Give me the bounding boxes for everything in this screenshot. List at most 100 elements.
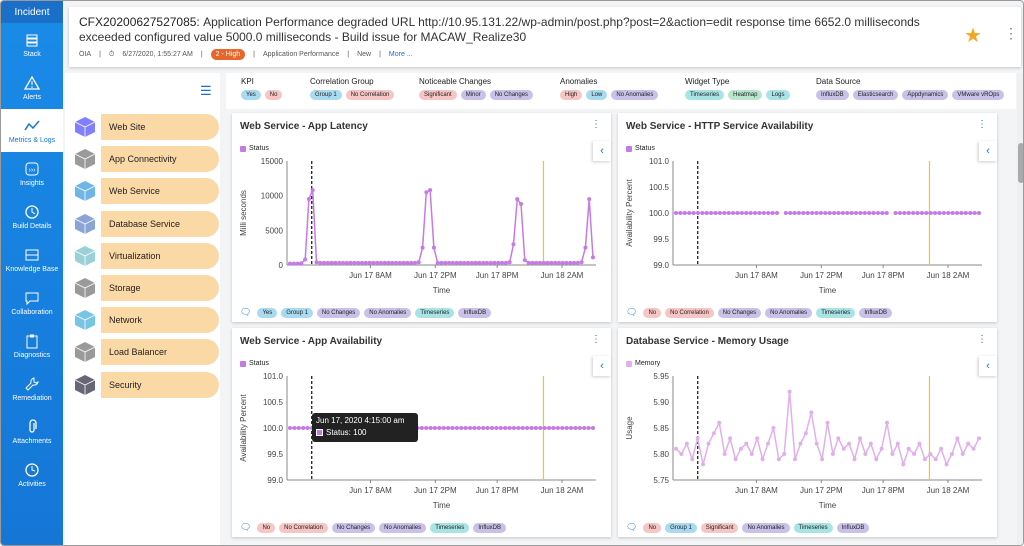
data-point[interactable]	[867, 211, 872, 215]
data-point[interactable]	[450, 426, 455, 430]
data-point[interactable]	[419, 426, 424, 430]
data-point[interactable]	[359, 260, 364, 265]
data-point[interactable]	[507, 426, 512, 430]
data-point[interactable]	[738, 446, 743, 451]
data-point[interactable]	[545, 260, 550, 265]
data-point[interactable]	[971, 446, 976, 451]
data-point[interactable]	[805, 211, 810, 215]
chart-legend[interactable]: Status	[626, 145, 655, 152]
data-point[interactable]	[840, 211, 845, 215]
data-point[interactable]	[744, 211, 749, 215]
data-point[interactable]	[476, 426, 481, 430]
data-point[interactable]	[367, 260, 372, 265]
data-point[interactable]	[454, 426, 459, 430]
data-point[interactable]	[691, 211, 696, 215]
sidebar-item-activities[interactable]: Activities	[1, 453, 63, 496]
data-point[interactable]	[722, 452, 727, 456]
data-point[interactable]	[928, 452, 933, 456]
data-point[interactable]	[890, 452, 895, 456]
comment-icon[interactable]: 🗨	[240, 307, 252, 317]
data-point[interactable]	[394, 260, 399, 265]
data-point[interactable]	[949, 452, 954, 456]
data-point[interactable]	[472, 426, 477, 430]
data-point[interactable]	[895, 441, 900, 446]
data-point[interactable]	[820, 457, 825, 462]
data-point[interactable]	[876, 211, 880, 215]
filter-chip[interactable]: Heatmap	[728, 90, 763, 100]
data-point[interactable]	[310, 188, 315, 193]
data-point[interactable]	[573, 426, 578, 430]
filter-chip[interactable]: Group 1	[310, 90, 342, 100]
data-point[interactable]	[551, 426, 556, 430]
data-point[interactable]	[541, 260, 546, 265]
data-point[interactable]	[378, 260, 383, 265]
data-point[interactable]	[912, 452, 917, 456]
data-point[interactable]	[295, 261, 300, 266]
data-point[interactable]	[847, 441, 852, 446]
data-point[interactable]	[915, 211, 920, 215]
data-point[interactable]	[303, 257, 308, 262]
data-point[interactable]	[586, 426, 591, 430]
data-point[interactable]	[809, 410, 814, 415]
more-link[interactable]: More ...	[388, 51, 413, 58]
data-point[interactable]	[575, 260, 580, 265]
data-point[interactable]	[880, 211, 885, 215]
data-point[interactable]	[564, 260, 569, 265]
data-point[interactable]	[933, 211, 938, 215]
data-point[interactable]	[441, 426, 446, 430]
data-point[interactable]	[832, 211, 837, 215]
data-point[interactable]	[933, 457, 938, 462]
data-point[interactable]	[301, 426, 306, 430]
data-point[interactable]	[568, 260, 573, 265]
data-point[interactable]	[977, 211, 981, 215]
data-point[interactable]	[454, 260, 459, 265]
collapse-icon[interactable]: ‹	[593, 141, 611, 161]
data-point[interactable]	[352, 260, 357, 265]
data-point[interactable]	[959, 211, 964, 215]
data-point[interactable]	[906, 446, 911, 451]
sidebar-item-metrics-logs[interactable]: Metrics & Logs	[1, 109, 63, 152]
data-point[interactable]	[401, 260, 406, 265]
data-point[interactable]	[344, 260, 349, 265]
data-point[interactable]	[955, 436, 960, 441]
data-point[interactable]	[439, 260, 444, 265]
data-point[interactable]	[963, 211, 968, 215]
filter-chip[interactable]: Low	[586, 90, 608, 100]
data-point[interactable]	[356, 260, 361, 265]
data-point[interactable]	[375, 260, 380, 265]
data-point[interactable]	[765, 441, 770, 446]
category-storage[interactable]: Storage	[73, 274, 219, 302]
data-point[interactable]	[435, 260, 440, 265]
data-point[interactable]	[477, 260, 482, 265]
data-point[interactable]	[538, 426, 543, 430]
data-point[interactable]	[928, 211, 933, 215]
data-point[interactable]	[713, 211, 718, 215]
data-point[interactable]	[814, 441, 819, 446]
collapse-icon[interactable]: ‹	[979, 356, 997, 376]
data-point[interactable]	[432, 426, 437, 430]
data-point[interactable]	[424, 426, 429, 430]
data-point[interactable]	[885, 420, 890, 425]
data-point[interactable]	[577, 426, 582, 430]
data-point[interactable]	[793, 457, 798, 462]
sidebar-item-alerts[interactable]: Alerts	[1, 66, 63, 109]
data-point[interactable]	[556, 260, 561, 265]
data-point[interactable]	[537, 260, 542, 265]
data-point[interactable]	[858, 211, 863, 215]
data-point[interactable]	[862, 211, 867, 215]
data-point[interactable]	[306, 197, 311, 202]
data-point[interactable]	[314, 260, 319, 265]
filter-chip[interactable]: No Correlation	[345, 90, 395, 100]
data-point[interactable]	[950, 211, 955, 215]
data-point[interactable]	[428, 426, 433, 430]
category-virtualization[interactable]: Virtualization	[73, 242, 219, 270]
data-point[interactable]	[428, 188, 433, 193]
data-point[interactable]	[390, 260, 395, 265]
data-point[interactable]	[466, 260, 471, 265]
data-point[interactable]	[863, 452, 868, 456]
panel-menu-icon[interactable]: ⋮	[591, 334, 601, 345]
data-point[interactable]	[547, 426, 552, 430]
data-point[interactable]	[728, 436, 733, 441]
data-point[interactable]	[775, 211, 779, 215]
data-point[interactable]	[810, 211, 815, 215]
